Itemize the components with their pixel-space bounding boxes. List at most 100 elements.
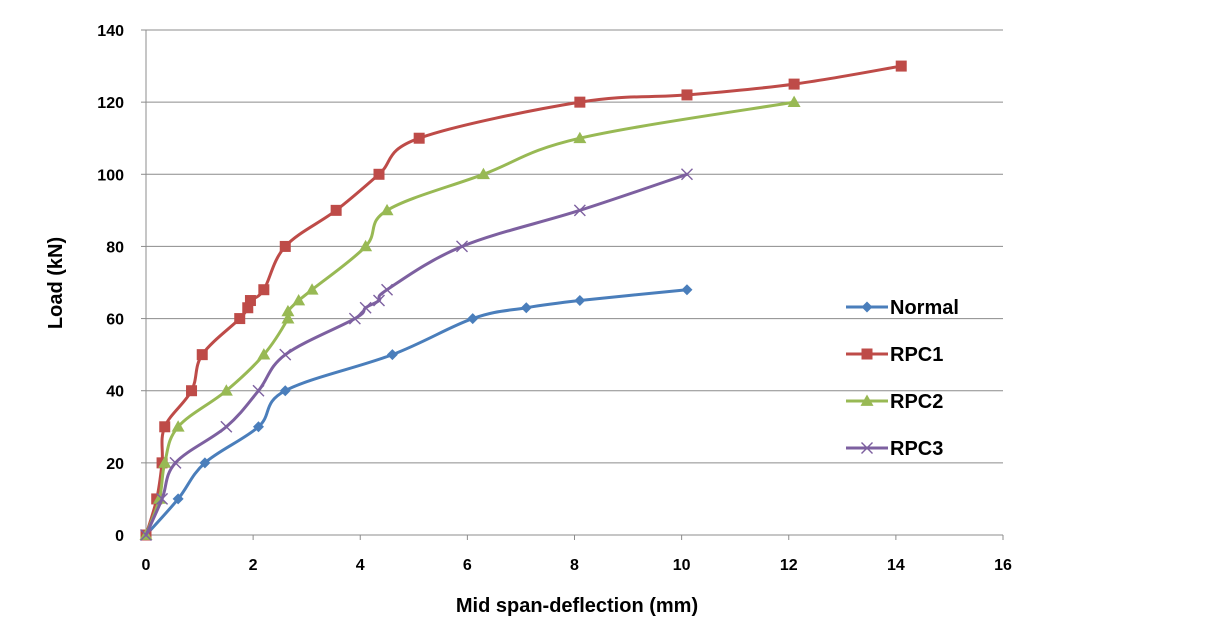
legend-item-normal: Normal (846, 297, 959, 319)
y-tick-label: 100 (97, 167, 124, 184)
series-rpc3 (140, 168, 693, 541)
data-point-rpc1 (186, 385, 198, 397)
data-point-rpc1 (242, 302, 254, 314)
legend-marker-rpc1 (861, 348, 873, 360)
data-point-rpc3 (279, 348, 292, 361)
series-rpc2 (139, 95, 801, 540)
x-marker-stroke (279, 348, 292, 361)
data-point-normal (681, 284, 693, 296)
x-marker-stroke (381, 283, 394, 296)
data-point-rpc2 (787, 95, 801, 108)
y-axis-title: Load (kN) (45, 237, 67, 329)
x-marker-stroke (169, 456, 182, 469)
x-tick-label: 2 (249, 557, 258, 574)
legend-label-rpc2: RPC2 (890, 391, 943, 413)
legend-label-normal: Normal (890, 297, 959, 319)
data-point-rpc1 (895, 60, 907, 72)
data-point-rpc3 (373, 294, 385, 307)
data-point-rpc3 (573, 204, 586, 217)
data-point-rpc2 (219, 384, 233, 396)
y-tick-label: 80 (106, 239, 124, 256)
data-point-rpc3 (381, 283, 394, 296)
x-marker-stroke (252, 384, 265, 397)
data-point-rpc1 (258, 284, 270, 296)
data-point-rpc3 (220, 420, 233, 433)
tick-labels: 0 20 40 60 80 100 120 140 0 2 4 6 8 10 12 14 16 (97, 23, 1012, 574)
data-point-rpc3 (140, 529, 152, 541)
data-point-rpc1 (196, 349, 208, 361)
data-point-rpc1 (159, 421, 171, 433)
y-tick-label: 40 (106, 384, 124, 401)
x-marker-stroke (156, 492, 169, 505)
data-point-rpc2 (257, 348, 271, 360)
x-marker-stroke (680, 168, 693, 181)
data-point-rpc2 (158, 456, 172, 468)
legend-marker-rpc3 (861, 442, 873, 454)
legend-item-rpc3: RPC3 (846, 438, 943, 460)
x-tick-label: 10 (673, 557, 691, 574)
data-point-rpc1 (234, 313, 246, 325)
data-point-rpc1 (330, 204, 342, 216)
series-normal (140, 284, 693, 541)
y-tick-label: 20 (106, 456, 124, 473)
data-point-rpc1 (413, 132, 425, 144)
data-point-rpc2 (476, 167, 490, 180)
data-point-normal (199, 457, 211, 469)
y-tick-label: 140 (97, 23, 124, 40)
data-point-rpc3 (156, 492, 169, 505)
legend-item-rpc1: RPC1 (846, 344, 943, 366)
series-line-normal (144, 288, 689, 537)
data-point-normal (172, 493, 184, 505)
x-marker-stroke (573, 204, 586, 217)
data-point-normal (252, 421, 264, 433)
data-point-rpc1 (788, 78, 800, 90)
x-tick-label: 0 (142, 557, 151, 574)
data-point-rpc1 (373, 168, 385, 180)
x-marker-stroke (456, 240, 469, 253)
data-point-rpc2 (281, 312, 295, 324)
x-tick-label: 12 (780, 557, 798, 574)
legend-item-rpc2: RPC2 (846, 391, 943, 413)
data-point-normal (279, 385, 291, 397)
y-tick-label: 120 (97, 95, 124, 112)
legend-marker-rpc2 (860, 394, 874, 406)
axes (141, 29, 1004, 540)
series-layer (139, 60, 907, 541)
x-marker-stroke (140, 529, 152, 541)
data-point-rpc3 (169, 456, 182, 469)
data-point-rpc3 (252, 384, 265, 397)
x-axis-title: Mid span-deflection (mm) (456, 595, 698, 617)
data-point-rpc1 (279, 240, 291, 252)
data-point-rpc2 (380, 203, 394, 216)
x-marker-stroke (373, 294, 385, 307)
data-point-rpc2 (573, 131, 587, 144)
data-point-rpc3 (456, 240, 469, 253)
legend-label-rpc3: RPC3 (890, 438, 943, 460)
legend-marker-normal (861, 301, 873, 313)
x-marker-stroke (861, 442, 873, 454)
x-tick-label: 14 (887, 557, 905, 574)
y-tick-label: 60 (106, 312, 124, 329)
data-point-normal (386, 349, 398, 361)
data-point-rpc2 (171, 420, 185, 432)
data-point-normal (467, 313, 479, 325)
data-point-rpc1 (681, 89, 693, 101)
x-marker-stroke (359, 301, 372, 314)
data-point-rpc2 (305, 283, 319, 295)
data-point-normal (520, 302, 532, 314)
data-point-rpc2 (359, 239, 373, 252)
y-tick-label: 0 (115, 528, 124, 545)
data-point-rpc1 (574, 96, 586, 108)
x-tick-label: 4 (356, 557, 365, 574)
x-tick-label: 16 (994, 557, 1012, 574)
data-point-rpc3 (359, 301, 372, 314)
data-point-rpc3 (348, 312, 361, 325)
x-tick-label: 6 (463, 557, 472, 574)
x-tick-label: 8 (570, 557, 579, 574)
legend-label-rpc1: RPC1 (890, 344, 943, 366)
data-point-normal (574, 295, 586, 307)
legend: Normal RPC1 RPC2 RPC3 (846, 297, 959, 460)
data-point-rpc2 (292, 294, 306, 306)
